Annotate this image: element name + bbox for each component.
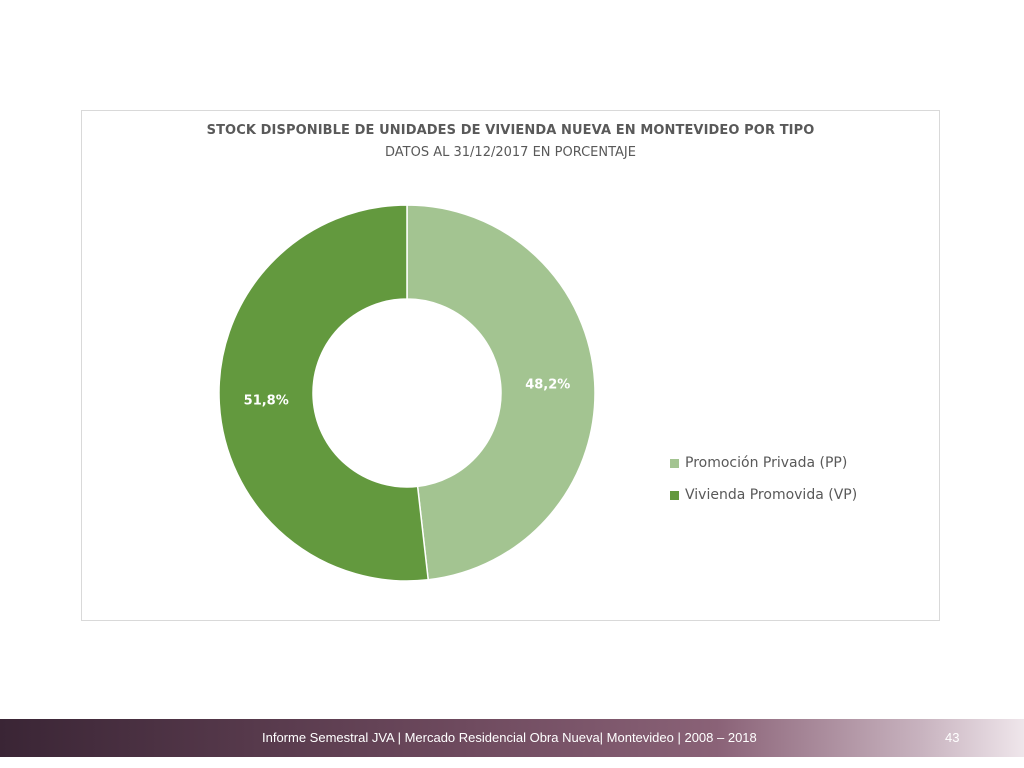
chart-area: STOCK DISPONIBLE DE UNIDADES DE VIVIENDA…: [81, 110, 940, 621]
donut-slice-pp: [406, 204, 596, 581]
legend-label-vp: Vivienda Promovida (VP): [685, 487, 858, 503]
legend-swatch-vp: [670, 490, 679, 500]
legend-item-pp: Promoción Privada (PP): [670, 447, 857, 479]
donut-chart: 48,2% 51,8%: [218, 204, 596, 582]
footer-text: Informe Semestral JVA | Mercado Residenc…: [262, 730, 757, 745]
legend-swatch-pp: [670, 458, 679, 468]
footer-bar: Informe Semestral JVA | Mercado Residenc…: [0, 719, 1024, 757]
chart-title: STOCK DISPONIBLE DE UNIDADES DE VIVIENDA…: [206, 123, 815, 138]
chart-subtitle: DATOS AL 31/12/2017 EN PORCENTAJE: [385, 145, 636, 160]
page-number: 43: [945, 730, 960, 745]
data-label-pp: 48,2%: [525, 378, 570, 393]
legend-label-pp: Promoción Privada (PP): [685, 455, 848, 471]
donut-slice-vp: [218, 204, 430, 582]
chart-legend: Promoción Privada (PP) Vivienda Promovid…: [670, 447, 857, 511]
data-label-vp: 51,8%: [244, 393, 289, 408]
legend-item-vp: Vivienda Promovida (VP): [670, 479, 857, 511]
